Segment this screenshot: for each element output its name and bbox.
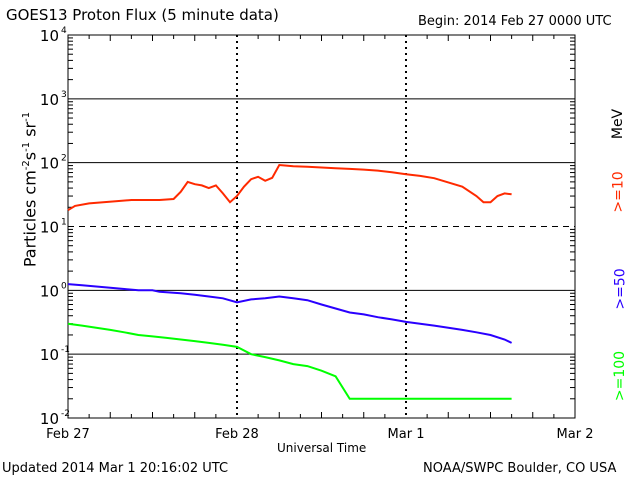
- x-tick-label: Feb 28: [215, 427, 259, 442]
- series-line-2: [67, 322, 512, 400]
- updated-time: Updated 2014 Mar 1 20:16:02 UTC: [2, 461, 229, 476]
- x-axis-label: Universal Time: [277, 441, 367, 455]
- y-tick-label: 10: [40, 91, 59, 109]
- y-tick-exponent: 3: [61, 90, 67, 100]
- source-credit: NOAA/SWPC Boulder, CO USA: [423, 461, 617, 476]
- y-tick-exponent: 4: [61, 26, 67, 36]
- begin-time: Begin: 2014 Feb 27 0000 UTC: [418, 14, 612, 29]
- x-tick-label: Feb 27: [46, 427, 90, 442]
- energy-unit: MeV: [610, 108, 627, 140]
- series-line-0: [67, 163, 512, 212]
- y-tick-label: 10: [40, 27, 59, 45]
- y-tick-exponent: 1: [61, 218, 67, 228]
- y-tick-label: 10: [40, 346, 59, 364]
- chart-title: GOES13 Proton Flux (5 minute data): [6, 6, 279, 24]
- y-tick-label: 10: [40, 282, 59, 300]
- x-tick-label: Mar 2: [557, 427, 594, 442]
- legend-gt100: >=100: [612, 350, 629, 402]
- series-line-1: [67, 283, 513, 344]
- y-tick-label: 10: [40, 155, 59, 173]
- legend-gt50: >=50: [612, 268, 629, 310]
- y-tick-label: 10: [40, 219, 59, 237]
- x-tick-label: Mar 1: [388, 427, 425, 442]
- y-axis-label: Particles cm-2s-1 sr-1: [20, 111, 40, 268]
- y-tick-exponent: 0: [61, 281, 67, 291]
- legend-gt10: >=10: [610, 171, 627, 213]
- y-tick-exponent: 2: [61, 154, 67, 164]
- y-tick-exponent: -1: [61, 345, 70, 355]
- y-tick-label: 10: [40, 410, 59, 428]
- y-tick-exponent: -2: [61, 409, 70, 419]
